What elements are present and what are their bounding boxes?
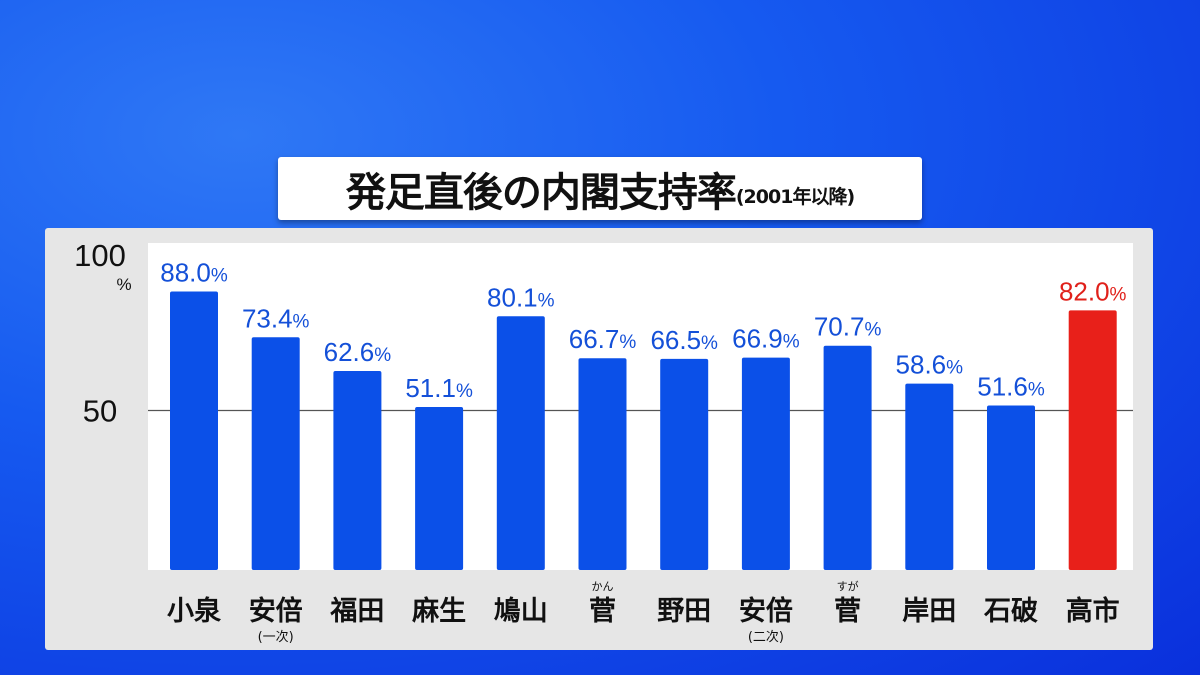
bar bbox=[1068, 310, 1117, 570]
x-tick-ruby: かん bbox=[592, 580, 614, 593]
y-tick-label: 100 bbox=[74, 238, 126, 273]
data-label: 66.9% bbox=[732, 324, 800, 354]
x-tick-label: 菅 bbox=[589, 596, 616, 627]
bar bbox=[660, 358, 709, 570]
bar bbox=[251, 337, 300, 570]
data-label: 73.4% bbox=[242, 303, 310, 333]
bar bbox=[905, 383, 954, 570]
x-tick-label: 菅 bbox=[834, 596, 861, 627]
x-tick-label: 小泉 bbox=[167, 595, 222, 627]
data-label: 66.7% bbox=[569, 324, 637, 354]
data-label: 66.5% bbox=[650, 325, 718, 355]
chart-title-text: 発足直後の内閣支持率 bbox=[345, 169, 737, 216]
data-label: 82.0% bbox=[1059, 276, 1127, 306]
y-unit-label: % bbox=[116, 275, 131, 294]
bar bbox=[333, 371, 382, 570]
bar bbox=[170, 291, 218, 570]
x-tick-label: 石破 bbox=[983, 596, 1038, 627]
data-label: 58.6% bbox=[896, 350, 964, 380]
x-tick-ruby: すが bbox=[837, 579, 859, 593]
bar bbox=[496, 316, 545, 570]
bar bbox=[415, 407, 464, 570]
chart-subtitle: (2001年以降) bbox=[735, 186, 855, 208]
bar bbox=[741, 357, 790, 570]
x-tick-label: 麻生 bbox=[412, 596, 466, 627]
plot-area bbox=[148, 243, 1133, 570]
x-tick-label: 鳩山 bbox=[494, 596, 548, 627]
chart-title: 発足直後の内閣支持率 (2001年以降) bbox=[278, 157, 922, 220]
x-tick-label: 岸田 bbox=[902, 596, 956, 627]
x-tick-label: 高市 bbox=[1066, 595, 1120, 627]
data-label: 51.1% bbox=[405, 373, 473, 403]
data-label: 70.7% bbox=[814, 312, 882, 342]
data-label: 51.6% bbox=[977, 371, 1045, 401]
data-label: 62.6% bbox=[324, 337, 392, 367]
data-label: 88.0% bbox=[160, 258, 228, 288]
x-tick-label: 安倍 bbox=[739, 595, 793, 627]
x-tick-note: (二次) bbox=[748, 629, 784, 645]
bar bbox=[578, 358, 627, 570]
x-tick-label: 野田 bbox=[657, 596, 711, 627]
x-tick-note: (一次) bbox=[258, 629, 294, 645]
data-label: 80.1% bbox=[487, 282, 555, 312]
x-tick-label: 安倍 bbox=[249, 595, 303, 627]
bar bbox=[823, 345, 872, 570]
bar bbox=[987, 405, 1035, 570]
x-tick-label: 福田 bbox=[329, 596, 384, 627]
y-tick-label: 50 bbox=[83, 394, 117, 429]
